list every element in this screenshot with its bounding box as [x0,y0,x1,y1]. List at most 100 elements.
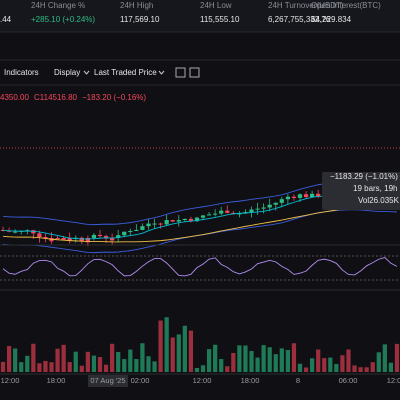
ticker-bar [0,0,400,32]
volume-bar [97,357,103,372]
candle-body [134,229,139,232]
candle-body [255,208,260,210]
stat-value: 115,555.10 [200,15,240,24]
volume-bar [243,345,248,372]
candle-body [188,218,194,222]
candle-body [91,234,97,238]
candle-body [182,218,187,221]
x-axis-label: 02:00 [131,376,150,385]
stat-value: 117,569.10 [120,15,160,24]
volume-bar [146,356,151,372]
dropdown-icon [158,70,165,75]
candle-body [13,231,18,233]
volume-bar [140,343,145,372]
candle-body [176,220,181,222]
stat-label: 24H High [120,1,153,10]
volume-bar [310,358,315,372]
candle-body [297,194,303,198]
stat-value: 6,267,755,332.76 [268,15,331,24]
stat-value: 64,229.834 [311,15,352,24]
x-axis-label: 18:00 [47,376,66,385]
volume-bar [116,351,121,372]
volume-bar [194,367,200,372]
volume-bar [213,344,218,372]
candle-body [279,199,284,203]
candle-body [97,234,103,237]
display-button[interactable]: Display [54,68,80,77]
tooltip-volume: Vol26.035K [358,196,400,205]
volume-bar [79,365,84,372]
volume-bar [182,325,187,372]
volume-bar [334,363,339,372]
volume-bar [6,346,12,372]
volume-bar [134,359,139,372]
layout-icon[interactable] [175,67,186,78]
volume-bar [31,343,36,372]
volume-bar [346,349,351,372]
candle-body [140,226,145,230]
candle-body [31,230,36,234]
candle-body [158,223,163,225]
tooltip-change: −1183.29 (−1.01%) [330,172,398,181]
candle-body [116,235,121,238]
stat-label: 24H Low [200,1,232,10]
volume-bar [267,347,272,372]
candle-body [291,196,297,198]
volume-bar [352,365,357,372]
candle-body [146,223,151,227]
volume-bar [219,359,224,372]
volume-bar [206,349,212,372]
candle-body [170,220,175,222]
candle-body [152,223,157,225]
indicators-button[interactable]: Indicators [4,68,39,77]
volume-bar [85,351,90,372]
volume-bar [103,364,109,372]
x-axis: 12:00 18:00 07 Aug '25 02:00 12:00 18:00 8 06:0… [1,375,400,387]
volume-bar [61,344,66,372]
volume-bar [55,348,60,372]
volume-bar [0,361,6,372]
candle-body [273,202,278,205]
candle-body [237,213,242,215]
volume-bar [13,348,18,372]
volume-bar [255,357,260,372]
candle-body [43,237,48,239]
x-axis-label: 12:00 [193,376,212,385]
volume-bar [128,349,133,372]
volume-bar [122,359,127,372]
stat-label: 24H Turnover(USDT) [268,1,344,10]
x-axis-label: 07 Aug '25 [90,376,125,385]
candle-body [110,238,115,241]
candle-body [200,215,206,218]
candle-body [249,209,254,213]
candle-body [316,193,321,197]
candle-body [206,214,212,216]
volume-bar [25,355,30,372]
volume-bar [376,352,381,372]
x-axis-label: 18:00 [241,376,260,385]
x-axis-label: 12:00 [1,376,20,385]
volume-bar [110,343,115,372]
x-axis-label: 12:0 [387,376,400,385]
price-type-button[interactable]: Last Traded Price [94,68,157,77]
candle-body [122,231,127,236]
volume-bar [340,355,345,372]
volume-bar [394,343,400,372]
volume-bar [170,337,175,372]
volume-bar [73,351,78,372]
volume-bar [382,344,387,372]
candle-body [79,237,84,242]
volume-bar [158,320,163,372]
candle-body [194,217,200,222]
volume-bar [152,361,157,372]
stat-label: Open Interest(BTC) [311,1,381,10]
volume-bar [303,367,309,372]
volume-bar [37,363,42,372]
tooltip-bars: 19 bars, 19h [353,184,397,193]
ohlc-change: −183.20 (−0.16%) [82,93,146,102]
candle-body [85,238,90,243]
settings-icon[interactable] [189,67,200,78]
volume-bar [231,352,236,372]
dropdown-icon [83,70,90,75]
